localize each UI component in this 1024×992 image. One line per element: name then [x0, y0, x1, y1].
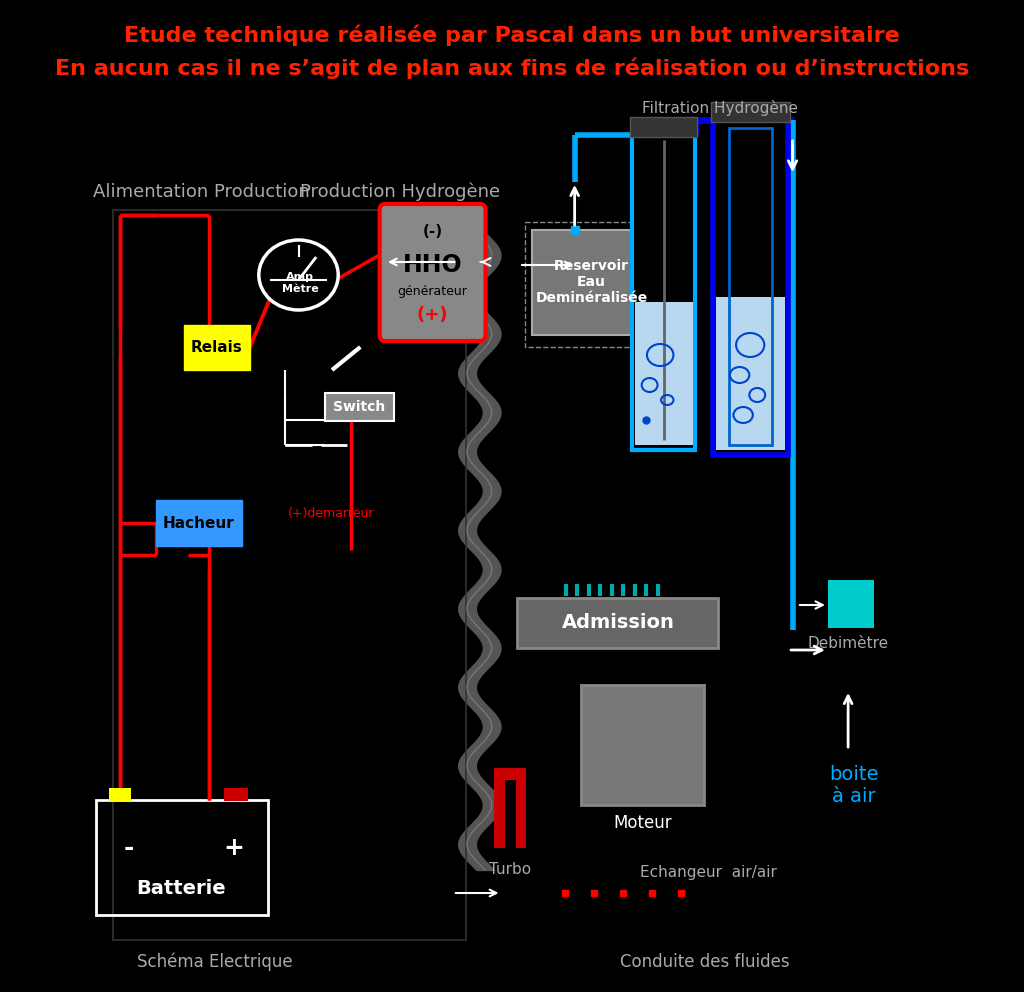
Bar — [630, 117, 697, 137]
Bar — [635, 302, 693, 445]
Bar — [716, 297, 785, 450]
Text: Admission: Admission — [561, 613, 674, 633]
Text: générateur: générateur — [397, 286, 468, 299]
Bar — [729, 128, 772, 445]
Text: Amp
Mètre: Amp Mètre — [282, 272, 318, 294]
Bar — [156, 500, 242, 546]
Text: (-): (-) — [423, 224, 442, 239]
Ellipse shape — [259, 240, 338, 310]
Bar — [515, 768, 526, 848]
Bar — [223, 788, 248, 801]
Text: (+): (+) — [417, 306, 449, 324]
Bar — [632, 135, 695, 450]
Text: -: - — [124, 836, 134, 860]
Text: Filtration Hydrogène: Filtration Hydrogène — [642, 100, 798, 116]
Bar — [532, 230, 651, 335]
Bar — [495, 768, 526, 780]
Text: Switch: Switch — [333, 400, 385, 414]
Text: HHO: HHO — [402, 253, 463, 277]
Text: Echangeur  air/air: Echangeur air/air — [640, 865, 777, 881]
Bar — [712, 102, 790, 122]
Text: Turbo: Turbo — [489, 862, 531, 878]
Bar — [517, 598, 719, 648]
Bar — [581, 685, 705, 805]
Text: Reservoir
Eau
Deminéralisée: Reservoir Eau Deminéralisée — [536, 259, 647, 306]
Text: boite
à air: boite à air — [829, 765, 879, 806]
Text: Moteur: Moteur — [613, 814, 672, 832]
Text: Production Hydrogène: Production Hydrogène — [300, 183, 500, 201]
Bar — [184, 325, 250, 370]
Bar — [114, 210, 466, 940]
Text: (+)demarreur: (+)demarreur — [288, 507, 375, 520]
Text: Hacheur: Hacheur — [163, 516, 234, 531]
Bar — [95, 800, 267, 915]
Bar — [109, 788, 131, 801]
Text: Batterie: Batterie — [136, 879, 226, 898]
Text: Conduite des fluides: Conduite des fluides — [620, 953, 790, 971]
Text: Etude technique réalisée par Pascal dans un but universitaire: Etude technique réalisée par Pascal dans… — [124, 24, 900, 46]
Text: Debimètre: Debimètre — [808, 636, 889, 651]
Text: +: + — [223, 836, 245, 860]
Text: En aucun cas il ne s’agit de plan aux fins de réalisation ou d’instructions: En aucun cas il ne s’agit de plan aux fi… — [55, 58, 969, 78]
Text: Alimentation Production: Alimentation Production — [93, 183, 310, 201]
Bar — [525, 222, 658, 347]
Text: Schéma Electrique: Schéma Electrique — [137, 952, 293, 971]
Bar — [495, 768, 505, 848]
Text: Relais: Relais — [190, 339, 243, 354]
Bar — [713, 120, 788, 455]
Bar — [325, 393, 394, 421]
FancyBboxPatch shape — [380, 204, 485, 341]
Bar — [827, 580, 873, 628]
